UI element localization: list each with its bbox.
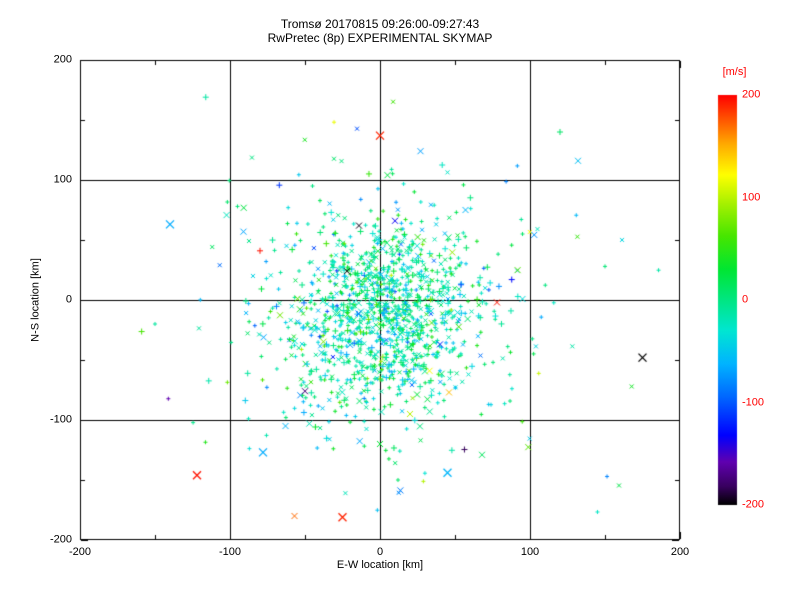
y-tick-label: 200 bbox=[53, 53, 72, 66]
chart-subtitle: RwPretec (8p) EXPERIMENTAL SKYMAP bbox=[267, 31, 493, 45]
x-tick-label: -200 bbox=[68, 546, 92, 558]
y-tick-label: -100 bbox=[49, 413, 72, 426]
colorbar-tick-label: 0 bbox=[742, 293, 749, 306]
x-tick-label: 0 bbox=[376, 546, 384, 558]
x-tick-label: -100 bbox=[218, 546, 242, 558]
y-tick-label: 100 bbox=[53, 173, 72, 186]
colorbar-tick-label: 100 bbox=[742, 191, 761, 203]
x-tick-label: 200 bbox=[670, 546, 690, 558]
y-tick-label: -200 bbox=[49, 533, 72, 546]
y-tick-label: 0 bbox=[65, 293, 72, 306]
x-axis-label: E-W location [km] bbox=[336, 559, 424, 571]
x-tick-label: 100 bbox=[520, 546, 540, 558]
colorbar-tick-label: 200 bbox=[742, 88, 761, 101]
chart-title: Tromsø 20170815 09:26:00-09:27:43 bbox=[280, 17, 480, 31]
y-axis-label: N-S location [km] bbox=[29, 258, 42, 342]
colorbar-tick-label: -200 bbox=[742, 498, 765, 511]
colorbar-unit-label: [m/s] bbox=[722, 66, 747, 78]
colorbar-tick-label: -100 bbox=[742, 396, 765, 408]
